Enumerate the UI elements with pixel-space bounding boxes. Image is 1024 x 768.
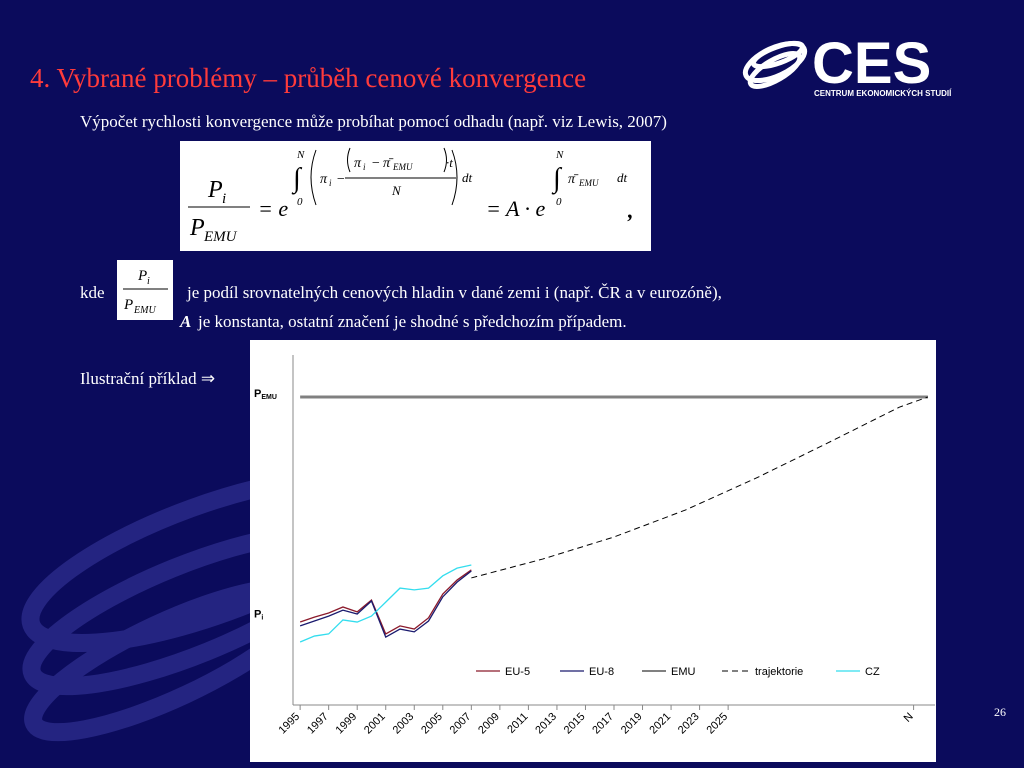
logo-icon [742,40,808,89]
formula-symbol: π̄ [383,156,394,171]
formula-symbol: π [320,172,328,187]
logo-text: CES [812,31,931,96]
formula-symbol: EMU [578,178,599,188]
kde-text: kde [80,283,105,302]
page-number: 26 [994,705,1006,719]
formula-symbol: = e [258,196,288,221]
slide-title: 4. Vybrané problémy – průběh cenové konv… [30,63,586,93]
formula-symbol: 0 [556,196,562,208]
formula-symbol: i [363,162,366,172]
series-line [299,570,472,639]
formula-symbol: EMU [203,229,238,245]
legend-label: CZ [865,666,880,678]
formula-symbol: EMU [392,162,413,172]
legend-label: EU-8 [589,666,614,678]
formula-symbol: dt [462,170,473,185]
series-line [299,569,472,635]
y-label: PEMU [254,388,277,401]
legend-label: EU-5 [505,666,530,678]
intro-text: Výpočet rychlosti konvergence může probí… [80,112,667,131]
formula-symbol: N [555,149,564,161]
paren [451,149,458,206]
formula-symbol: ∫ [551,163,563,195]
constant-symbol: A [179,312,191,331]
explanation-text: je podíl srovnatelných cenových hladin v… [186,283,722,302]
formula-symbol: dt [617,170,628,185]
series-line [299,564,472,643]
logo-subtitle: CENTRUM EKONOMICKÝCH STUDIÍ [814,89,952,98]
formula-symbol: P [189,215,205,241]
paren [310,149,317,206]
chart: 1995 1997 1999 2001 2003 2005 2007 2009 2011 2013… [254,355,935,736]
formula-symbol: P [207,177,223,203]
example-label: Ilustrační příklad ⇒ [80,369,215,388]
legend-label: EMU [671,666,696,678]
y-label-main: P [254,388,261,400]
formula-symbol: , [627,198,634,223]
y-label: Pi [254,609,263,622]
formula: P i P EMU = e ∫ N 0 π i − π i − π̄ EMU ·… [188,147,634,245]
formula-symbol: π [354,156,362,171]
formula-symbol: ·t [446,155,453,170]
formula-symbol: i [147,276,150,287]
fraction-box [117,260,173,320]
y-label-sub: i [261,615,263,622]
y-label-main: P [254,609,261,621]
formula-symbol: ∫ [291,163,303,195]
formula-symbol: = A · e [486,196,545,221]
formula-symbol: EMU [133,305,156,316]
formula-symbol: π̄ [568,172,579,187]
formula-box [180,141,651,251]
formula-symbol: i [329,178,332,188]
chart-area [250,340,936,762]
explanation-text: je konstanta, ostatní značení je shodné … [197,312,627,331]
formula-symbol: − [336,172,345,187]
paren [347,147,447,173]
legend-label: trajektorie [755,666,803,678]
formula-symbol: i [222,191,226,207]
formula-symbol: P [137,268,147,284]
formula-symbol: P [123,297,133,313]
formula-symbol: 0 [297,196,303,208]
formula-symbol: − [371,156,380,171]
formula-symbol: N [391,183,402,198]
series-line [471,396,929,579]
y-label-sub: EMU [261,394,277,401]
formula-symbol: N [296,149,305,161]
